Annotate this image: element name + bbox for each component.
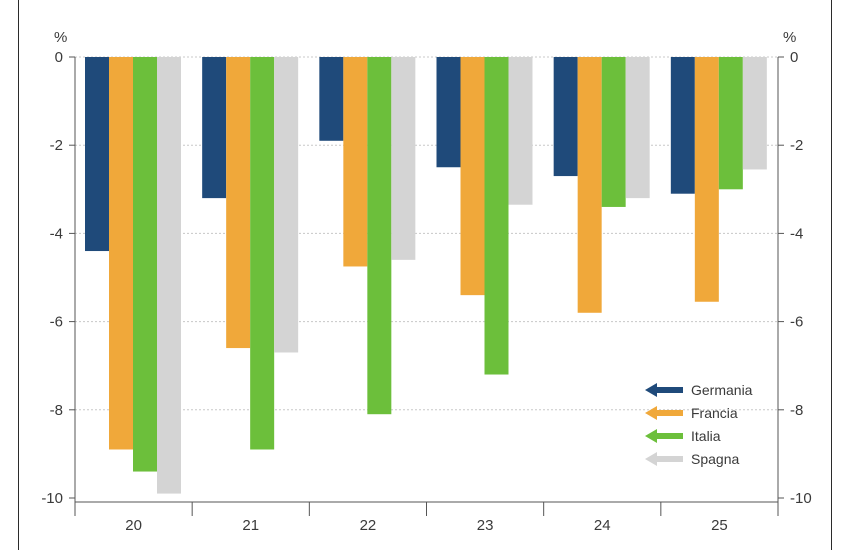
x-tick-label: 24 (594, 517, 611, 534)
legend-label-germania: Germania (691, 382, 753, 398)
bar-spagna-24 (625, 57, 650, 199)
y-tick-label-right: -8 (790, 402, 803, 419)
legend-swatch-italia (645, 429, 683, 443)
y-tick-label-left: -6 (50, 314, 63, 331)
frame-right-border (831, 0, 832, 550)
bar-italia-23 (484, 57, 509, 375)
x-tick-label: 22 (360, 517, 377, 534)
y-tick-label-left: -10 (41, 490, 63, 507)
y-tick-label-left: -8 (50, 402, 63, 419)
legend: Germania Francia Italia Spagna (645, 382, 753, 467)
bar-spagna-25 (742, 57, 767, 170)
bar-italia-22 (367, 57, 392, 415)
y-unit-left: % (54, 29, 67, 46)
x-tick-label: 21 (242, 517, 259, 534)
bar-germania-20 (85, 57, 109, 252)
bar-spagna-23 (508, 57, 533, 205)
x-tick-label: 23 (477, 517, 494, 534)
y-unit-right: % (783, 29, 796, 46)
y-tick-label-right: -2 (790, 137, 803, 154)
legend-label-italia: Italia (691, 428, 721, 444)
bar-francia-24 (577, 57, 602, 313)
bar-spagna-21 (274, 57, 299, 353)
bar-germania-23 (436, 57, 461, 168)
bar-germania-22 (319, 57, 344, 141)
bar-francia-22 (343, 57, 368, 267)
bar-spagna-22 (391, 57, 416, 260)
y-tick-label-left: -2 (50, 137, 63, 154)
bar-italia-24 (601, 57, 626, 207)
legend-label-spagna: Spagna (691, 451, 739, 467)
legend-label-francia: Francia (691, 405, 738, 421)
y-tick-label-right: -4 (790, 225, 803, 242)
gridlines (75, 56, 778, 411)
legend-swatch-germania (645, 383, 683, 397)
y-tick-label-left: -4 (50, 225, 63, 242)
bar-germania-24 (553, 57, 578, 177)
legend-swatch-spagna (645, 452, 683, 466)
bar-germania-25 (670, 57, 695, 194)
y-tick-label-right: -10 (790, 490, 812, 507)
y-tick-label-right: -6 (790, 314, 803, 331)
bar-germania-21 (202, 57, 227, 199)
bar-italia-21 (250, 57, 275, 450)
x-tick-label: 20 (125, 517, 142, 534)
bar-francia-25 (694, 57, 719, 302)
bar-francia-20 (109, 57, 133, 450)
x-tick-label: 25 (711, 517, 728, 534)
legend-swatch-francia (645, 406, 683, 420)
bar-spagna-20 (157, 57, 181, 494)
bars (85, 57, 767, 494)
axes: 0 0 -2 -2 -4 -4 -6 -6 -8 -8 -10 -10% % 20 21 22 23 24 25 (41, 29, 811, 534)
frame-left-border (18, 0, 19, 550)
bar-francia-21 (226, 57, 251, 349)
bar-francia-23 (460, 57, 485, 296)
bar-italia-20 (133, 57, 157, 472)
y-tick-label-left: 0 (55, 49, 63, 66)
y-tick-label-right: 0 (790, 49, 798, 66)
bar-italia-25 (718, 57, 743, 190)
